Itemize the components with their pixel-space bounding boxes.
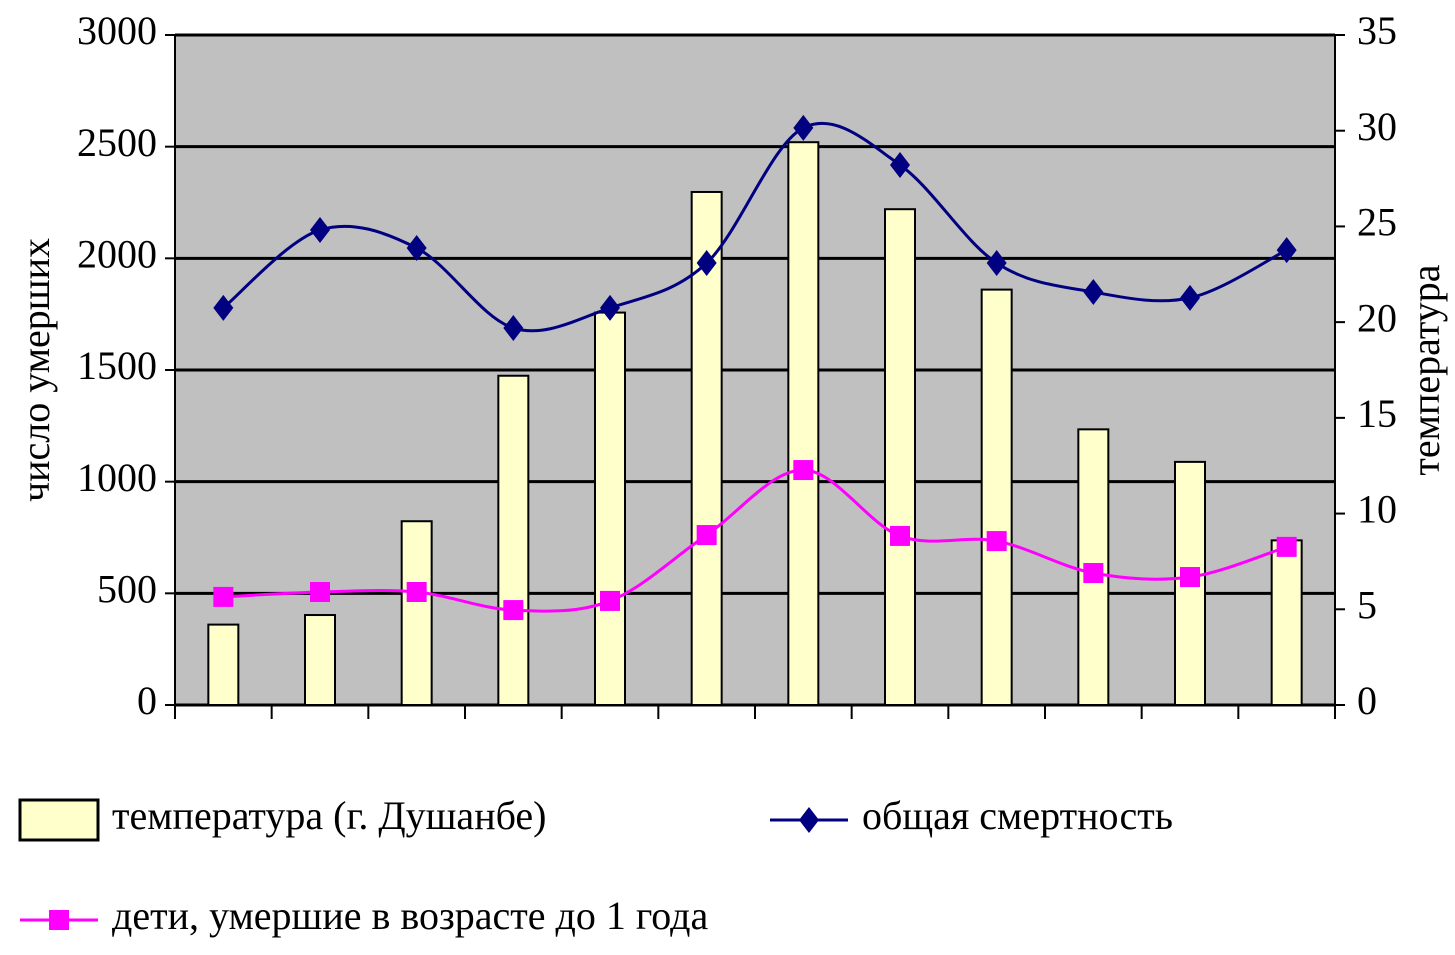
legend-label: общая смертность — [862, 793, 1173, 838]
marker — [1276, 536, 1297, 557]
y-tick-label: 1500 — [77, 343, 157, 388]
y-axis-label: число умерших — [13, 238, 58, 502]
y-tick-label: 2000 — [77, 232, 157, 277]
marker — [310, 216, 330, 243]
y2-tick-label: 25 — [1357, 200, 1397, 245]
y-tick-label: 0 — [137, 678, 157, 723]
marker — [503, 315, 524, 342]
marker — [1180, 284, 1200, 311]
marker — [793, 460, 814, 481]
y2-tick-label: 15 — [1357, 391, 1397, 436]
marker — [503, 600, 524, 621]
legend-label: дети, умершие в возрасте до 1 года — [112, 893, 708, 938]
y2-tick-label: 5 — [1357, 582, 1377, 627]
bar — [400, 520, 433, 706]
bar — [884, 208, 916, 706]
bar — [1270, 539, 1303, 706]
marker — [49, 910, 69, 930]
marker — [799, 807, 819, 833]
bar — [787, 141, 820, 706]
bar — [304, 614, 336, 706]
marker — [600, 590, 620, 611]
legend-item: дети, умершие в возрасте до 1 года — [20, 893, 708, 938]
marker — [310, 581, 330, 602]
marker — [986, 250, 1007, 277]
y-tick-label: 3000 — [77, 8, 157, 53]
marker — [890, 525, 910, 546]
bar — [497, 374, 530, 706]
marker — [406, 235, 427, 262]
legend-swatch — [18, 798, 100, 842]
marker — [793, 114, 814, 141]
marker — [696, 525, 717, 546]
marker — [406, 581, 427, 602]
y2-tick-label: 35 — [1357, 8, 1397, 53]
y-tick-label: 2500 — [77, 120, 157, 165]
marker — [986, 531, 1007, 552]
bar — [594, 311, 626, 706]
y-tick-label: 500 — [97, 567, 157, 612]
marker — [600, 294, 620, 321]
marker — [213, 294, 234, 321]
marker — [1180, 567, 1200, 588]
bar — [690, 190, 723, 706]
bar — [207, 623, 240, 706]
legend-item: температура (г. Душанбе) — [18, 793, 547, 842]
marker — [696, 250, 717, 277]
marker — [1083, 563, 1104, 584]
legend-label: температура (г. Душанбе) — [112, 793, 547, 838]
marker — [890, 151, 910, 178]
marker — [213, 586, 234, 607]
y2-tick-label: 30 — [1357, 104, 1397, 149]
y2-tick-label: 20 — [1357, 295, 1397, 340]
y2-tick-label: 10 — [1357, 487, 1397, 532]
marker — [1083, 279, 1104, 306]
y-tick-label: 1000 — [77, 455, 157, 500]
bar — [980, 288, 1013, 706]
y2-axis-label: температура — [1403, 264, 1448, 475]
y2-tick-label: 0 — [1357, 678, 1377, 723]
legend-item: общая смертность — [770, 793, 1173, 838]
marker — [1276, 237, 1297, 264]
